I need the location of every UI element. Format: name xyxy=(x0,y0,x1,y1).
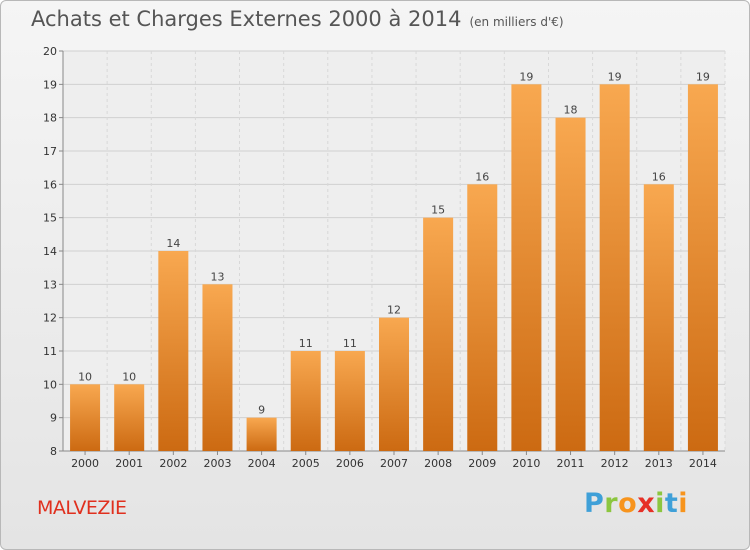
bar xyxy=(202,284,233,451)
logo-letter: i xyxy=(655,488,665,519)
bar-value-label: 19 xyxy=(696,70,710,83)
bar-value-label: 19 xyxy=(519,70,533,83)
proxiti-logo: Proxiti xyxy=(584,488,688,519)
bar xyxy=(555,117,586,452)
logo-letter: i xyxy=(678,488,689,519)
bar xyxy=(334,351,365,451)
bar-value-label: 19 xyxy=(608,70,622,83)
bar-value-label: 11 xyxy=(299,337,313,350)
y-tick-label: 18 xyxy=(43,112,57,125)
x-tick-label: 2001 xyxy=(115,457,143,470)
x-tick-label: 2007 xyxy=(380,457,408,470)
bar xyxy=(467,184,498,452)
chart-unit: (en milliers d'€) xyxy=(469,15,564,29)
bar-value-label: 10 xyxy=(78,370,92,383)
logo-letter: r xyxy=(604,488,619,519)
y-tick-label: 8 xyxy=(50,445,57,458)
x-tick-label: 2004 xyxy=(248,457,276,470)
x-tick-label: 2010 xyxy=(512,457,540,470)
commune-name: MALVEZIE xyxy=(37,497,127,519)
chart-title: Achats et Charges Externes 2000 à 2014 (e… xyxy=(31,7,564,31)
bar-value-label: 9 xyxy=(258,404,265,417)
bar-value-label: 18 xyxy=(564,104,578,117)
y-tick-label: 16 xyxy=(43,178,57,191)
x-tick-label: 2008 xyxy=(424,457,452,470)
x-tick-label: 2003 xyxy=(203,457,231,470)
bar-value-label: 14 xyxy=(166,237,180,250)
x-tick-label: 2002 xyxy=(159,457,187,470)
bar-value-label: 13 xyxy=(210,270,224,283)
bar-value-label: 12 xyxy=(387,304,401,317)
labels: 8910111213141516171819201020001020011420… xyxy=(43,45,717,470)
y-tick-label: 19 xyxy=(43,78,57,91)
x-tick-label: 2006 xyxy=(336,457,364,470)
logo-letter: o xyxy=(618,488,638,519)
chart-title-text: Achats et Charges Externes 2000 à 2014 xyxy=(31,7,462,31)
y-tick-label: 12 xyxy=(43,312,57,325)
x-tick-label: 2012 xyxy=(601,457,629,470)
bar-value-label: 10 xyxy=(122,370,136,383)
x-tick-label: 2013 xyxy=(645,457,673,470)
x-tick-label: 2009 xyxy=(468,457,496,470)
bar xyxy=(643,184,674,452)
bar xyxy=(378,317,410,451)
y-tick-label: 10 xyxy=(43,378,57,391)
bar xyxy=(599,84,630,451)
x-tick-label: 2000 xyxy=(71,457,99,470)
bar xyxy=(290,351,321,451)
y-tick-label: 20 xyxy=(43,45,57,58)
logo-letter: t xyxy=(664,488,679,519)
bar xyxy=(511,84,542,451)
y-tick-label: 17 xyxy=(43,145,57,158)
logo-letter: P xyxy=(584,488,605,519)
bar xyxy=(70,384,101,451)
bar-value-label: 16 xyxy=(652,170,666,183)
bar xyxy=(687,84,718,451)
bar-value-label: 15 xyxy=(431,204,445,217)
x-tick-label: 2005 xyxy=(292,457,320,470)
logo-letter: x xyxy=(637,488,656,519)
y-tick-label: 14 xyxy=(43,245,57,258)
y-tick-label: 9 xyxy=(50,412,57,425)
bar xyxy=(114,384,145,451)
bar-value-label: 11 xyxy=(343,337,357,350)
y-tick-label: 15 xyxy=(43,212,57,225)
x-tick-label: 2011 xyxy=(557,457,585,470)
bars xyxy=(70,84,718,452)
x-tick-label: 2014 xyxy=(689,457,717,470)
y-tick-label: 13 xyxy=(43,278,57,291)
y-tick-label: 11 xyxy=(43,345,57,358)
bar xyxy=(423,217,454,451)
bar-value-label: 16 xyxy=(475,170,489,183)
bar xyxy=(158,251,189,451)
bar xyxy=(246,417,277,451)
